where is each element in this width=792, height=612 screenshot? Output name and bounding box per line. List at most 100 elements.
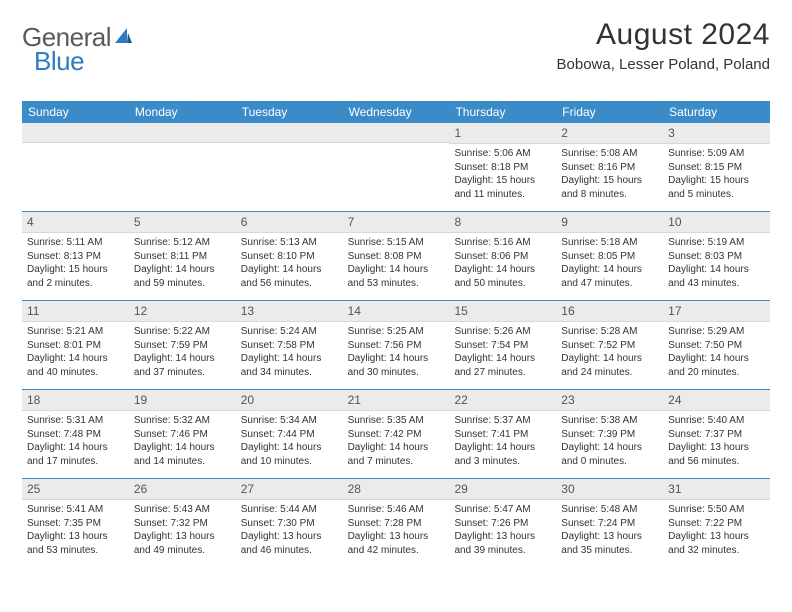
daylight-text: Daylight: 14 hours and 17 minutes. xyxy=(27,441,124,468)
weekday-header: Thursday xyxy=(449,101,556,123)
sunrise-text: Sunrise: 5:50 AM xyxy=(668,503,765,517)
sunrise-text: Sunrise: 5:13 AM xyxy=(241,236,338,250)
day-body: Sunrise: 5:29 AMSunset: 7:50 PMDaylight:… xyxy=(663,322,770,384)
weekday-header-row: SundayMondayTuesdayWednesdayThursdayFrid… xyxy=(22,101,770,123)
logo-blue-row: Blue xyxy=(34,46,84,77)
sunrise-text: Sunrise: 5:43 AM xyxy=(134,503,231,517)
day-body: Sunrise: 5:22 AMSunset: 7:59 PMDaylight:… xyxy=(129,322,236,384)
day-number: 3 xyxy=(663,123,770,144)
sunrise-text: Sunrise: 5:09 AM xyxy=(668,147,765,161)
day-body: Sunrise: 5:28 AMSunset: 7:52 PMDaylight:… xyxy=(556,322,663,384)
daylight-text: Daylight: 13 hours and 32 minutes. xyxy=(668,530,765,557)
day-body: Sunrise: 5:47 AMSunset: 7:26 PMDaylight:… xyxy=(449,500,556,562)
day-body: Sunrise: 5:40 AMSunset: 7:37 PMDaylight:… xyxy=(663,411,770,473)
sunrise-text: Sunrise: 5:12 AM xyxy=(134,236,231,250)
day-number: 14 xyxy=(343,301,450,322)
day-cell: 11Sunrise: 5:21 AMSunset: 8:01 PMDayligh… xyxy=(22,301,129,389)
day-cell: 31Sunrise: 5:50 AMSunset: 7:22 PMDayligh… xyxy=(663,479,770,567)
daylight-text: Daylight: 14 hours and 24 minutes. xyxy=(561,352,658,379)
daylight-text: Daylight: 13 hours and 56 minutes. xyxy=(668,441,765,468)
day-cell: 10Sunrise: 5:19 AMSunset: 8:03 PMDayligh… xyxy=(663,212,770,300)
day-cell: 3Sunrise: 5:09 AMSunset: 8:15 PMDaylight… xyxy=(663,123,770,211)
day-cell: 1Sunrise: 5:06 AMSunset: 8:18 PMDaylight… xyxy=(449,123,556,211)
day-cell: 16Sunrise: 5:28 AMSunset: 7:52 PMDayligh… xyxy=(556,301,663,389)
sunrise-text: Sunrise: 5:11 AM xyxy=(27,236,124,250)
day-cell: 24Sunrise: 5:40 AMSunset: 7:37 PMDayligh… xyxy=(663,390,770,478)
day-body: Sunrise: 5:18 AMSunset: 8:05 PMDaylight:… xyxy=(556,233,663,295)
day-number: 26 xyxy=(129,479,236,500)
day-cell: 25Sunrise: 5:41 AMSunset: 7:35 PMDayligh… xyxy=(22,479,129,567)
day-number: 25 xyxy=(22,479,129,500)
daylight-text: Daylight: 14 hours and 40 minutes. xyxy=(27,352,124,379)
day-body: Sunrise: 5:12 AMSunset: 8:11 PMDaylight:… xyxy=(129,233,236,295)
sunset-text: Sunset: 8:05 PM xyxy=(561,250,658,264)
day-number: 13 xyxy=(236,301,343,322)
week-row: 11Sunrise: 5:21 AMSunset: 8:01 PMDayligh… xyxy=(22,301,770,389)
sunrise-text: Sunrise: 5:34 AM xyxy=(241,414,338,428)
day-cell: 4Sunrise: 5:11 AMSunset: 8:13 PMDaylight… xyxy=(22,212,129,300)
week-row: 25Sunrise: 5:41 AMSunset: 7:35 PMDayligh… xyxy=(22,479,770,567)
sunset-text: Sunset: 7:26 PM xyxy=(454,517,551,531)
daylight-text: Daylight: 14 hours and 43 minutes. xyxy=(668,263,765,290)
sunset-text: Sunset: 8:11 PM xyxy=(134,250,231,264)
day-body: Sunrise: 5:19 AMSunset: 8:03 PMDaylight:… xyxy=(663,233,770,295)
sunrise-text: Sunrise: 5:44 AM xyxy=(241,503,338,517)
daylight-text: Daylight: 14 hours and 7 minutes. xyxy=(348,441,445,468)
sunset-text: Sunset: 8:06 PM xyxy=(454,250,551,264)
daylight-text: Daylight: 15 hours and 5 minutes. xyxy=(668,174,765,201)
day-body: Sunrise: 5:09 AMSunset: 8:15 PMDaylight:… xyxy=(663,144,770,206)
daylight-text: Daylight: 14 hours and 3 minutes. xyxy=(454,441,551,468)
sunrise-text: Sunrise: 5:08 AM xyxy=(561,147,658,161)
daylight-text: Daylight: 15 hours and 11 minutes. xyxy=(454,174,551,201)
empty-day-header xyxy=(22,123,129,143)
day-cell xyxy=(236,123,343,211)
day-body: Sunrise: 5:46 AMSunset: 7:28 PMDaylight:… xyxy=(343,500,450,562)
sunset-text: Sunset: 7:39 PM xyxy=(561,428,658,442)
daylight-text: Daylight: 14 hours and 50 minutes. xyxy=(454,263,551,290)
sunrise-text: Sunrise: 5:38 AM xyxy=(561,414,658,428)
sunrise-text: Sunrise: 5:48 AM xyxy=(561,503,658,517)
sunset-text: Sunset: 7:54 PM xyxy=(454,339,551,353)
sunset-text: Sunset: 7:42 PM xyxy=(348,428,445,442)
weekday-header: Monday xyxy=(129,101,236,123)
day-number: 20 xyxy=(236,390,343,411)
week-row: 18Sunrise: 5:31 AMSunset: 7:48 PMDayligh… xyxy=(22,390,770,478)
daylight-text: Daylight: 13 hours and 49 minutes. xyxy=(134,530,231,557)
sunrise-text: Sunrise: 5:19 AM xyxy=(668,236,765,250)
day-number: 15 xyxy=(449,301,556,322)
day-number: 24 xyxy=(663,390,770,411)
sunset-text: Sunset: 7:50 PM xyxy=(668,339,765,353)
sunrise-text: Sunrise: 5:31 AM xyxy=(27,414,124,428)
day-cell: 19Sunrise: 5:32 AMSunset: 7:46 PMDayligh… xyxy=(129,390,236,478)
weekday-header: Sunday xyxy=(22,101,129,123)
week-row: 1Sunrise: 5:06 AMSunset: 8:18 PMDaylight… xyxy=(22,123,770,211)
title-block: August 2024 Bobowa, Lesser Poland, Polan… xyxy=(557,18,770,73)
daylight-text: Daylight: 14 hours and 30 minutes. xyxy=(348,352,445,379)
day-cell: 6Sunrise: 5:13 AMSunset: 8:10 PMDaylight… xyxy=(236,212,343,300)
day-body: Sunrise: 5:34 AMSunset: 7:44 PMDaylight:… xyxy=(236,411,343,473)
day-cell: 8Sunrise: 5:16 AMSunset: 8:06 PMDaylight… xyxy=(449,212,556,300)
sunrise-text: Sunrise: 5:35 AM xyxy=(348,414,445,428)
sunrise-text: Sunrise: 5:21 AM xyxy=(27,325,124,339)
empty-day-header xyxy=(129,123,236,143)
day-body: Sunrise: 5:43 AMSunset: 7:32 PMDaylight:… xyxy=(129,500,236,562)
weekday-header: Friday xyxy=(556,101,663,123)
day-body: Sunrise: 5:08 AMSunset: 8:16 PMDaylight:… xyxy=(556,144,663,206)
day-body: Sunrise: 5:44 AMSunset: 7:30 PMDaylight:… xyxy=(236,500,343,562)
day-number: 22 xyxy=(449,390,556,411)
day-body: Sunrise: 5:13 AMSunset: 8:10 PMDaylight:… xyxy=(236,233,343,295)
day-number: 29 xyxy=(449,479,556,500)
day-cell: 2Sunrise: 5:08 AMSunset: 8:16 PMDaylight… xyxy=(556,123,663,211)
day-number: 1 xyxy=(449,123,556,144)
day-body: Sunrise: 5:11 AMSunset: 8:13 PMDaylight:… xyxy=(22,233,129,295)
sunrise-text: Sunrise: 5:18 AM xyxy=(561,236,658,250)
day-number: 28 xyxy=(343,479,450,500)
sunset-text: Sunset: 7:48 PM xyxy=(27,428,124,442)
sunset-text: Sunset: 7:37 PM xyxy=(668,428,765,442)
sunset-text: Sunset: 8:03 PM xyxy=(668,250,765,264)
sunset-text: Sunset: 7:56 PM xyxy=(348,339,445,353)
sunset-text: Sunset: 7:41 PM xyxy=(454,428,551,442)
day-number: 8 xyxy=(449,212,556,233)
day-cell: 22Sunrise: 5:37 AMSunset: 7:41 PMDayligh… xyxy=(449,390,556,478)
daylight-text: Daylight: 14 hours and 59 minutes. xyxy=(134,263,231,290)
